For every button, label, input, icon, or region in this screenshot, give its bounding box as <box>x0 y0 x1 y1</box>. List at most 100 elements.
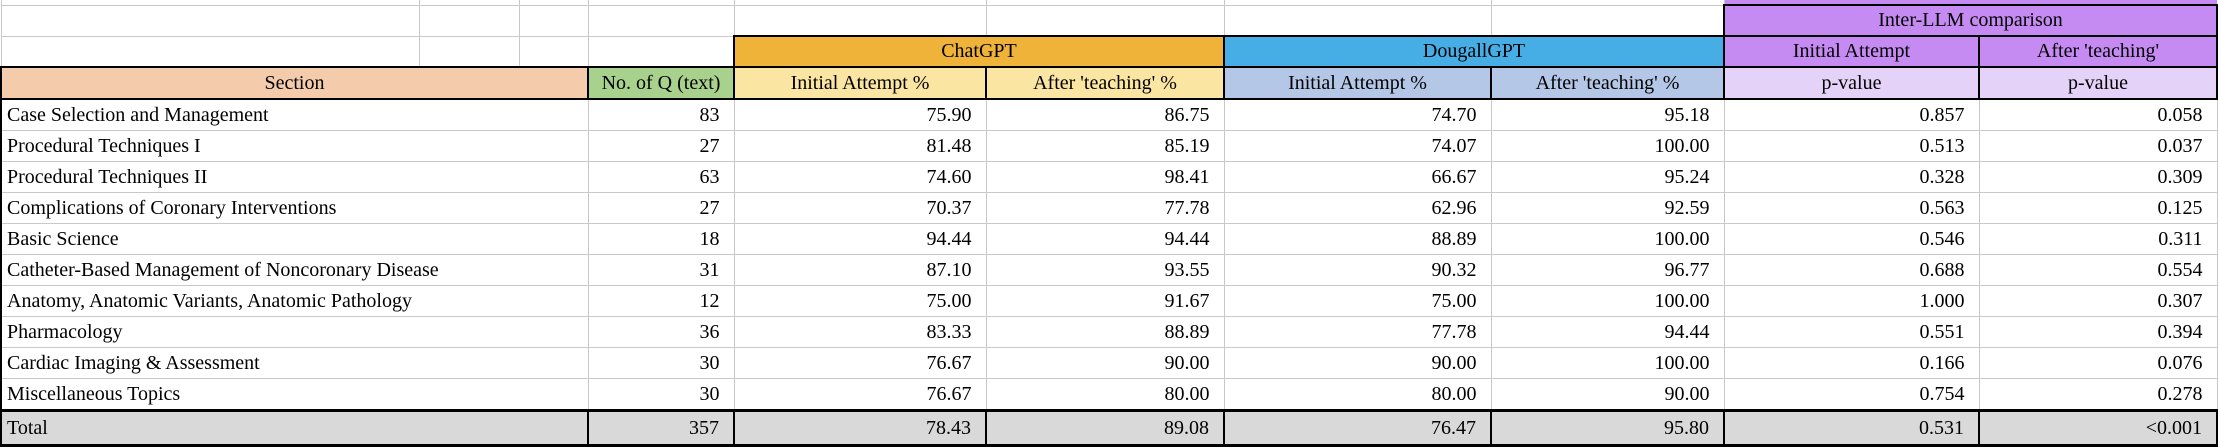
header-no-of-q[interactable]: No. of Q (text) <box>587 66 735 100</box>
no-of-q-cell[interactable]: 27 <box>587 130 735 162</box>
cg-initial-cell[interactable]: 70.37 <box>733 192 987 224</box>
no-of-q-cell[interactable]: 30 <box>587 347 735 379</box>
dg-initial-cell[interactable]: 74.07 <box>1223 130 1492 162</box>
header-inter-llm-comparison[interactable]: Inter-LLM comparison <box>1723 4 2218 37</box>
header-cg-after-teaching[interactable]: After 'teaching' % <box>985 66 1225 100</box>
p-value-after-cell[interactable]: 0.037 <box>1978 130 2218 162</box>
dg-after-cell[interactable]: 94.44 <box>1490 316 1725 348</box>
no-of-q-cell[interactable]: 31 <box>587 254 735 286</box>
total-cg-initial[interactable]: 78.43 <box>733 409 987 447</box>
no-of-q-cell[interactable]: 30 <box>587 378 735 411</box>
dg-initial-cell[interactable]: 88.89 <box>1223 223 1492 255</box>
p-value-initial-cell[interactable]: 0.563 <box>1723 192 1980 224</box>
p-value-after-cell[interactable]: 0.125 <box>1978 192 2218 224</box>
p-value-after-cell[interactable]: 0.311 <box>1978 223 2218 255</box>
p-value-after-cell[interactable]: 0.554 <box>1978 254 2218 286</box>
p-value-initial-cell[interactable]: 1.000 <box>1723 285 1980 317</box>
no-of-q-cell[interactable]: 63 <box>587 161 735 193</box>
cg-initial-cell[interactable]: 74.60 <box>733 161 987 193</box>
header-p-value-after[interactable]: p-value <box>1978 66 2218 100</box>
header-p-value-initial[interactable]: p-value <box>1723 66 1980 100</box>
header-dougallgpt[interactable]: DougallGPT <box>1223 35 1725 68</box>
section-cell[interactable]: Procedural Techniques I <box>0 130 589 162</box>
total-cg-after[interactable]: 89.08 <box>985 409 1225 447</box>
p-value-initial-cell[interactable]: 0.754 <box>1723 378 1980 411</box>
cg-after-cell[interactable]: 94.44 <box>985 223 1225 255</box>
cg-after-cell[interactable]: 93.55 <box>985 254 1225 286</box>
total-q[interactable]: 357 <box>587 409 735 447</box>
dg-initial-cell[interactable]: 74.70 <box>1223 98 1492 131</box>
p-value-initial-cell[interactable]: 0.551 <box>1723 316 1980 348</box>
dg-initial-cell[interactable]: 66.67 <box>1223 161 1492 193</box>
cg-initial-cell[interactable]: 75.90 <box>733 98 987 131</box>
p-value-initial-cell[interactable]: 0.857 <box>1723 98 1980 131</box>
p-value-after-cell[interactable]: 0.309 <box>1978 161 2218 193</box>
section-cell[interactable]: Cardiac Imaging & Assessment <box>0 347 589 379</box>
dg-initial-cell[interactable]: 80.00 <box>1223 378 1492 411</box>
dg-after-cell[interactable]: 100.00 <box>1490 130 1725 162</box>
no-of-q-cell[interactable]: 18 <box>587 223 735 255</box>
dg-after-cell[interactable]: 90.00 <box>1490 378 1725 411</box>
header-dg-after-teaching[interactable]: After 'teaching' % <box>1490 66 1725 100</box>
section-cell[interactable]: Basic Science <box>0 223 589 255</box>
cg-after-cell[interactable]: 80.00 <box>985 378 1225 411</box>
p-value-after-cell[interactable]: 0.278 <box>1978 378 2218 411</box>
cg-after-cell[interactable]: 77.78 <box>985 192 1225 224</box>
p-value-after-cell[interactable]: 0.058 <box>1978 98 2218 131</box>
section-cell[interactable]: Procedural Techniques II <box>0 161 589 193</box>
dg-initial-cell[interactable]: 90.00 <box>1223 347 1492 379</box>
p-value-initial-cell[interactable]: 0.513 <box>1723 130 1980 162</box>
dg-after-cell[interactable]: 100.00 <box>1490 223 1725 255</box>
p-value-initial-cell[interactable]: 0.328 <box>1723 161 1980 193</box>
cg-initial-cell[interactable]: 81.48 <box>733 130 987 162</box>
p-value-after-cell[interactable]: 0.394 <box>1978 316 2218 348</box>
header-cg-initial-attempt[interactable]: Initial Attempt % <box>733 66 987 100</box>
dg-after-cell[interactable]: 100.00 <box>1490 285 1725 317</box>
dg-initial-cell[interactable]: 90.32 <box>1223 254 1492 286</box>
cg-after-cell[interactable]: 91.67 <box>985 285 1225 317</box>
dg-after-cell[interactable]: 95.24 <box>1490 161 1725 193</box>
cg-initial-cell[interactable]: 83.33 <box>733 316 987 348</box>
cg-initial-cell[interactable]: 87.10 <box>733 254 987 286</box>
cg-after-cell[interactable]: 88.89 <box>985 316 1225 348</box>
section-cell[interactable]: Pharmacology <box>0 316 589 348</box>
dg-after-cell[interactable]: 92.59 <box>1490 192 1725 224</box>
cg-after-cell[interactable]: 90.00 <box>985 347 1225 379</box>
total-label[interactable]: Total <box>0 409 589 447</box>
section-cell[interactable]: Complications of Coronary Interventions <box>0 192 589 224</box>
cg-initial-cell[interactable]: 94.44 <box>733 223 987 255</box>
cg-after-cell[interactable]: 85.19 <box>985 130 1225 162</box>
total-p-initial[interactable]: 0.531 <box>1723 409 1980 447</box>
p-value-after-cell[interactable]: 0.076 <box>1978 347 2218 379</box>
cg-after-cell[interactable]: 86.75 <box>985 98 1225 131</box>
dg-after-cell[interactable]: 96.77 <box>1490 254 1725 286</box>
p-value-after-cell[interactable]: 0.307 <box>1978 285 2218 317</box>
section-cell[interactable]: Case Selection and Management <box>0 98 589 131</box>
no-of-q-cell[interactable]: 83 <box>587 98 735 131</box>
dg-initial-cell[interactable]: 77.78 <box>1223 316 1492 348</box>
section-cell[interactable]: Miscellaneous Topics <box>0 378 589 411</box>
cg-initial-cell[interactable]: 76.67 <box>733 347 987 379</box>
cg-initial-cell[interactable]: 75.00 <box>733 285 987 317</box>
dg-after-cell[interactable]: 95.18 <box>1490 98 1725 131</box>
section-cell[interactable]: Catheter-Based Management of Noncoronary… <box>0 254 589 286</box>
cg-initial-cell[interactable]: 76.67 <box>733 378 987 411</box>
total-dg-after[interactable]: 95.80 <box>1490 409 1725 447</box>
section-cell[interactable]: Anatomy, Anatomic Variants, Anatomic Pat… <box>0 285 589 317</box>
header-initial-attempt[interactable]: Initial Attempt <box>1723 35 1980 68</box>
p-value-initial-cell[interactable]: 0.546 <box>1723 223 1980 255</box>
header-after-teaching[interactable]: After 'teaching' <box>1978 35 2218 68</box>
dg-initial-cell[interactable]: 62.96 <box>1223 192 1492 224</box>
dg-after-cell[interactable]: 100.00 <box>1490 347 1725 379</box>
total-p-after[interactable]: <0.001 <box>1978 409 2218 447</box>
header-section[interactable]: Section <box>0 66 589 100</box>
no-of-q-cell[interactable]: 36 <box>587 316 735 348</box>
header-dg-initial-attempt[interactable]: Initial Attempt % <box>1223 66 1492 100</box>
total-dg-initial[interactable]: 76.47 <box>1223 409 1492 447</box>
header-chatgpt[interactable]: ChatGPT <box>733 35 1225 68</box>
no-of-q-cell[interactable]: 12 <box>587 285 735 317</box>
p-value-initial-cell[interactable]: 0.688 <box>1723 254 1980 286</box>
cg-after-cell[interactable]: 98.41 <box>985 161 1225 193</box>
dg-initial-cell[interactable]: 75.00 <box>1223 285 1492 317</box>
p-value-initial-cell[interactable]: 0.166 <box>1723 347 1980 379</box>
